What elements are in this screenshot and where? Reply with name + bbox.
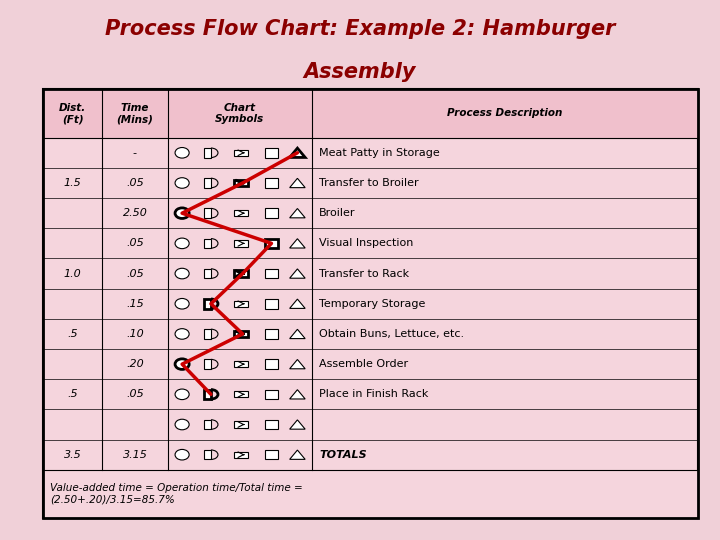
Text: Transfer to Rack: Transfer to Rack <box>319 268 409 279</box>
Text: Temporary Storage: Temporary Storage <box>319 299 426 309</box>
Bar <box>234 421 248 428</box>
Text: 1.5: 1.5 <box>64 178 81 188</box>
Polygon shape <box>289 360 305 369</box>
Bar <box>234 451 248 458</box>
Text: Place in Finish Rack: Place in Finish Rack <box>319 389 428 399</box>
Circle shape <box>175 389 189 400</box>
Text: Visual Inspection: Visual Inspection <box>319 238 413 248</box>
Circle shape <box>175 147 189 158</box>
Circle shape <box>175 299 189 309</box>
Text: Broiler: Broiler <box>319 208 356 218</box>
Bar <box>265 148 278 158</box>
Text: Time
(Mins): Time (Mins) <box>117 103 153 124</box>
Text: .05: .05 <box>126 389 144 399</box>
Bar <box>204 329 211 339</box>
Polygon shape <box>289 450 305 460</box>
Text: Transfer to Broiler: Transfer to Broiler <box>319 178 418 188</box>
Text: .10: .10 <box>126 329 144 339</box>
Bar <box>234 271 248 276</box>
Bar <box>265 269 278 278</box>
Bar <box>43 89 698 518</box>
Text: Assembly: Assembly <box>304 62 416 82</box>
Circle shape <box>175 419 189 430</box>
Circle shape <box>175 268 189 279</box>
Polygon shape <box>289 420 305 429</box>
Polygon shape <box>289 239 305 248</box>
Circle shape <box>175 238 189 248</box>
Text: 3.5: 3.5 <box>64 450 81 460</box>
Text: Process Description: Process Description <box>447 109 563 118</box>
Polygon shape <box>289 299 305 308</box>
Text: Process Flow Chart: Example 2: Hamburger: Process Flow Chart: Example 2: Hamburger <box>105 19 615 39</box>
Circle shape <box>175 208 189 219</box>
Text: -: - <box>133 148 137 158</box>
Bar <box>204 389 211 399</box>
Bar <box>234 331 248 337</box>
Polygon shape <box>289 148 305 158</box>
Bar <box>204 299 211 308</box>
Bar <box>265 450 278 460</box>
Text: .5: .5 <box>68 329 78 339</box>
Text: Assemble Order: Assemble Order <box>319 359 408 369</box>
Text: Obtain Buns, Lettuce, etc.: Obtain Buns, Lettuce, etc. <box>319 329 464 339</box>
Text: Value-added time = Operation time/Total time =
(2.50+.20)/3.15=85.7%: Value-added time = Operation time/Total … <box>50 483 303 505</box>
Bar <box>234 150 248 156</box>
Bar <box>234 361 248 367</box>
Bar <box>204 360 211 369</box>
Text: .05: .05 <box>126 178 144 188</box>
Bar <box>265 178 278 188</box>
Text: Chart
Symbols: Chart Symbols <box>215 103 264 124</box>
Text: .20: .20 <box>126 359 144 369</box>
Bar <box>43 470 698 518</box>
Bar <box>265 389 278 399</box>
Text: .05: .05 <box>126 268 144 279</box>
Bar <box>204 178 211 188</box>
Polygon shape <box>289 208 305 218</box>
Text: 2.50: 2.50 <box>122 208 148 218</box>
Text: TOTALS: TOTALS <box>319 450 366 460</box>
Bar <box>204 420 211 429</box>
Circle shape <box>175 329 189 339</box>
Bar <box>265 420 278 429</box>
Bar <box>234 180 248 186</box>
Circle shape <box>175 449 189 460</box>
Text: .5: .5 <box>68 389 78 399</box>
Bar <box>234 240 248 247</box>
Polygon shape <box>289 329 305 339</box>
Bar <box>265 299 278 308</box>
Polygon shape <box>289 390 305 399</box>
Bar <box>265 360 278 369</box>
Text: 1.0: 1.0 <box>64 268 81 279</box>
Bar <box>204 239 211 248</box>
Bar <box>204 450 211 460</box>
Text: Meat Patty in Storage: Meat Patty in Storage <box>319 148 440 158</box>
Text: Dist.
(Ft): Dist. (Ft) <box>59 103 86 124</box>
Text: .15: .15 <box>126 299 144 309</box>
Text: 3.15: 3.15 <box>122 450 148 460</box>
Bar <box>265 329 278 339</box>
Circle shape <box>175 178 189 188</box>
Bar <box>234 210 248 217</box>
Text: .05: .05 <box>126 238 144 248</box>
Bar <box>204 148 211 158</box>
Bar <box>43 89 698 138</box>
Bar <box>265 208 278 218</box>
Bar <box>43 89 698 518</box>
Bar <box>204 269 211 278</box>
Polygon shape <box>289 178 305 187</box>
Bar <box>265 239 278 248</box>
Polygon shape <box>289 269 305 278</box>
Circle shape <box>175 359 189 369</box>
Bar <box>234 391 248 397</box>
Bar <box>234 301 248 307</box>
Bar <box>204 208 211 218</box>
